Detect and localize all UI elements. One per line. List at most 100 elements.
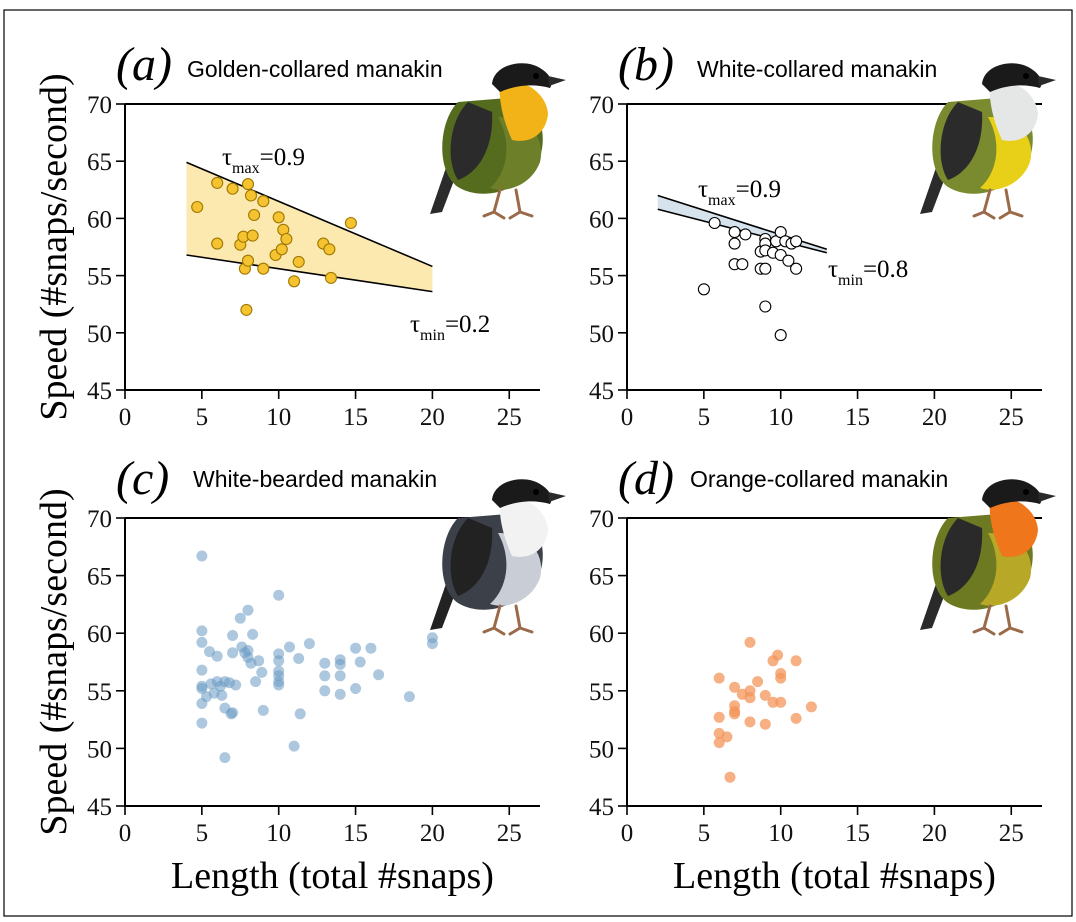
bird-wing: [450, 518, 493, 596]
x-tick-label: 0: [119, 820, 132, 847]
data-point: [775, 696, 787, 708]
data-point: [772, 649, 784, 661]
data-point: [319, 670, 331, 682]
data-point: [242, 604, 254, 616]
bird-throat: [989, 79, 1038, 141]
data-point: [759, 718, 771, 730]
y-tick-label: 70: [589, 506, 614, 533]
data-point: [752, 676, 764, 688]
data-point: [744, 716, 756, 728]
y-tick-label: 45: [589, 378, 614, 405]
bird-wing: [450, 102, 493, 180]
panel-label: (a): [116, 38, 172, 91]
bird-eye: [1023, 73, 1029, 79]
bird-legs: [972, 604, 1024, 636]
data-point: [303, 638, 315, 650]
data-point: [739, 228, 752, 241]
data-point: [728, 226, 741, 239]
x-tick-label: 10: [266, 820, 291, 847]
data-point: [240, 303, 253, 316]
y-tick-label: 65: [589, 149, 614, 176]
data-point: [790, 262, 803, 275]
x-tick-label: 10: [768, 820, 793, 847]
x-tick-label: 5: [196, 820, 209, 847]
bird-legs: [482, 188, 534, 220]
bird-illustration-orange-collared: [920, 479, 1056, 636]
y-tick-label: 70: [87, 506, 112, 533]
bird-illustration-white-collared: [920, 63, 1056, 220]
quantile-band: [186, 162, 433, 292]
data-point: [196, 664, 208, 676]
tau-min-label-subscript: min: [838, 272, 863, 289]
data-point: [759, 300, 772, 313]
x-tick-label: 25: [497, 404, 522, 431]
data-point: [323, 243, 336, 256]
data-point: [257, 262, 270, 275]
data-point: [257, 195, 270, 208]
data-point: [211, 237, 224, 250]
data-point: [196, 717, 208, 729]
data-point: [219, 752, 231, 764]
y-tick-label: 55: [589, 679, 614, 706]
data-point: [403, 691, 415, 703]
data-point: [211, 176, 224, 189]
panel-d: 0 5 10 15 20 25 45 50 55 60 65 70(d) Orange-collared…: [589, 452, 1056, 897]
data-point: [196, 636, 208, 648]
bird-head: [982, 479, 1042, 508]
x-tick-label: 10: [266, 404, 291, 431]
bird-throat: [499, 495, 548, 557]
data-point: [744, 636, 756, 648]
x-tick-label: 0: [621, 820, 634, 847]
x-tick-label: 20: [420, 404, 445, 431]
tau-min-line: [186, 254, 433, 293]
data-point: [244, 189, 258, 202]
y-tick-label: 60: [589, 621, 614, 648]
data-point: [216, 689, 228, 701]
data-point: [248, 208, 261, 222]
bird-legs: [972, 188, 1024, 220]
data-point: [373, 669, 385, 681]
data-point: [334, 670, 346, 682]
bird-wing: [940, 102, 983, 180]
x-axis-title: Length (total #snaps): [171, 855, 494, 897]
panel-label: (c): [116, 452, 169, 505]
data-point: [350, 683, 362, 694]
data-point: [288, 740, 300, 752]
x-tick-label: 15: [845, 404, 870, 431]
bird-legs: [482, 604, 534, 636]
y-tick-label: 70: [589, 92, 614, 119]
y-tick-label: 50: [87, 321, 112, 348]
data-point: [426, 638, 438, 650]
data-point: [247, 628, 259, 640]
x-tick-label: 15: [343, 820, 368, 847]
bird-beak: [1038, 492, 1056, 502]
data-point: [272, 211, 285, 224]
data-point: [284, 641, 295, 653]
y-tick-label: 60: [87, 206, 112, 233]
x-tick-label: 5: [698, 404, 711, 431]
data-point: [721, 731, 733, 743]
y-tick-label: 55: [87, 679, 112, 706]
tau-min-label-subscript: min: [420, 327, 445, 344]
tau-max-label-symbol: τ: [222, 144, 232, 171]
data-point: [280, 232, 293, 246]
data-point: [196, 683, 208, 694]
species-title: Orange-collared manakin: [690, 466, 948, 492]
tau-min-label-symbol: τ: [410, 311, 420, 338]
y-tick-label: 65: [87, 564, 112, 591]
data-point: [294, 708, 306, 720]
data-point: [708, 216, 721, 230]
data-point: [774, 329, 787, 342]
y-tick-label: 70: [87, 92, 112, 119]
y-axis-title: Speed (#snaps/second): [33, 488, 75, 835]
y-tick-label: 50: [87, 736, 112, 763]
y-tick-label: 55: [589, 264, 614, 291]
y-tick-label: 65: [589, 564, 614, 591]
x-tick-label: 5: [196, 404, 209, 431]
data-point: [273, 679, 285, 691]
data-point: [273, 655, 285, 667]
data-point: [275, 243, 288, 256]
data-point: [759, 262, 772, 275]
panel-a: 0 5 10 15 20 25455055606570τmax=0.9τmin=0.2(a…: [33, 38, 566, 431]
